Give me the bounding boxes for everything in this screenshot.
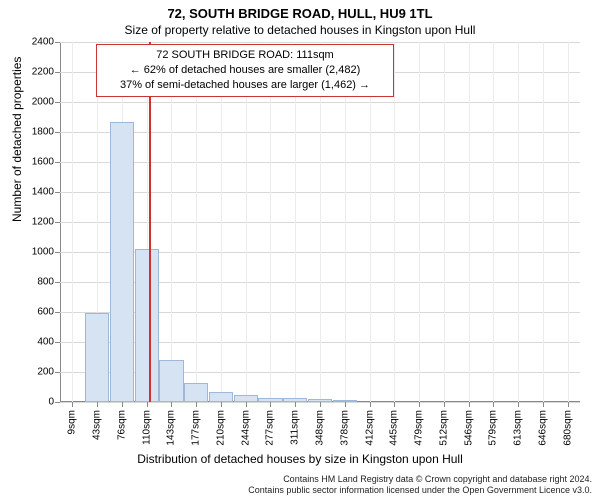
annotation-line3: 37% of semi-detached houses are larger (… — [105, 78, 385, 93]
histogram-bar — [184, 383, 208, 403]
xtick-mark — [147, 402, 148, 407]
ytick-label: 0 — [24, 397, 54, 408]
xtick-label: 210sqm — [215, 410, 226, 446]
xtick-mark — [122, 402, 123, 407]
xtick-mark — [394, 402, 395, 407]
xtick-mark — [370, 402, 371, 407]
xtick-label: 76sqm — [116, 410, 127, 440]
ytick-label: 1600 — [24, 157, 54, 168]
xtick-mark — [345, 402, 346, 407]
histogram-bar — [209, 392, 233, 403]
gridline-v — [518, 42, 519, 402]
annotation-line1: 72 SOUTH BRIDGE ROAD: 111sqm — [105, 48, 385, 63]
histogram-bar — [159, 360, 183, 402]
ytick-mark — [55, 192, 60, 193]
gridline-v — [493, 42, 494, 402]
ytick-label: 600 — [24, 307, 54, 318]
ytick-mark — [55, 42, 60, 43]
x-axis-label: Distribution of detached houses by size … — [0, 452, 600, 466]
footer-credits: Contains HM Land Registry data © Crown c… — [248, 474, 592, 497]
annotation-line2: ← 62% of detached houses are smaller (2,… — [105, 63, 385, 78]
histogram-bar — [135, 249, 159, 402]
footer-line1: Contains HM Land Registry data © Crown c… — [248, 474, 592, 485]
ytick-mark — [55, 282, 60, 283]
gridline-v — [469, 42, 470, 402]
ytick-label: 200 — [24, 367, 54, 378]
ytick-label: 1400 — [24, 187, 54, 198]
footer-line2: Contains public sector information licen… — [248, 485, 592, 496]
ytick-mark — [55, 402, 60, 403]
xtick-label: 244sqm — [240, 410, 251, 446]
xtick-mark — [196, 402, 197, 407]
xtick-label: 110sqm — [141, 410, 152, 445]
xtick-mark — [444, 402, 445, 407]
xtick-mark — [72, 402, 73, 407]
ytick-mark — [55, 372, 60, 373]
gridline-v — [394, 42, 395, 402]
ytick-mark — [55, 162, 60, 163]
gridline-v — [568, 42, 569, 402]
gridline-v — [72, 42, 73, 402]
ytick-label: 1800 — [24, 127, 54, 138]
chart-container: 72, SOUTH BRIDGE ROAD, HULL, HU9 1TL Siz… — [0, 0, 600, 500]
gridline-v — [419, 42, 420, 402]
ytick-mark — [55, 342, 60, 343]
xtick-mark — [97, 402, 98, 407]
xtick-mark — [221, 402, 222, 407]
ytick-label: 400 — [24, 337, 54, 348]
ytick-mark — [55, 222, 60, 223]
xtick-label: 579sqm — [488, 410, 499, 446]
xtick-label: 9sqm — [67, 410, 78, 434]
xtick-label: 680sqm — [562, 410, 573, 446]
histogram-bar — [85, 313, 109, 402]
ytick-label: 1200 — [24, 217, 54, 228]
gridline-v — [444, 42, 445, 402]
ytick-mark — [55, 312, 60, 313]
xtick-label: 277sqm — [265, 410, 276, 446]
ytick-mark — [55, 132, 60, 133]
chart-title-sub: Size of property relative to detached ho… — [0, 21, 600, 37]
histogram-bar — [110, 122, 134, 403]
xtick-mark — [320, 402, 321, 407]
annotation-box: 72 SOUTH BRIDGE ROAD: 111sqm ← 62% of de… — [96, 44, 394, 97]
xtick-label: 43sqm — [92, 410, 103, 440]
xtick-label: 311sqm — [290, 410, 301, 445]
gridline-v — [543, 42, 544, 402]
xtick-label: 445sqm — [389, 410, 400, 446]
ytick-label: 1000 — [24, 247, 54, 258]
y-axis-label: Number of detached properties — [10, 57, 24, 222]
xtick-mark — [469, 402, 470, 407]
xtick-mark — [493, 402, 494, 407]
xtick-label: 646sqm — [537, 410, 548, 446]
xtick-label: 479sqm — [414, 410, 425, 446]
xtick-mark — [543, 402, 544, 407]
xtick-mark — [518, 402, 519, 407]
ytick-label: 2400 — [24, 37, 54, 48]
xtick-label: 613sqm — [513, 410, 524, 446]
xtick-mark — [270, 402, 271, 407]
histogram-bar — [234, 395, 258, 402]
xtick-mark — [246, 402, 247, 407]
xtick-label: 348sqm — [315, 410, 326, 446]
xtick-label: 512sqm — [438, 410, 449, 446]
ytick-label: 800 — [24, 277, 54, 288]
xtick-label: 177sqm — [191, 410, 202, 446]
xtick-label: 546sqm — [463, 410, 474, 446]
chart-title-main: 72, SOUTH BRIDGE ROAD, HULL, HU9 1TL — [0, 0, 600, 21]
xtick-label: 412sqm — [364, 410, 375, 446]
xtick-mark — [171, 402, 172, 407]
xtick-label: 378sqm — [339, 410, 350, 446]
xtick-label: 143sqm — [166, 410, 177, 446]
ytick-mark — [55, 252, 60, 253]
ytick-mark — [55, 102, 60, 103]
ytick-mark — [55, 72, 60, 73]
xtick-mark — [419, 402, 420, 407]
xtick-mark — [295, 402, 296, 407]
ytick-label: 2000 — [24, 97, 54, 108]
xtick-mark — [568, 402, 569, 407]
ytick-label: 2200 — [24, 67, 54, 78]
